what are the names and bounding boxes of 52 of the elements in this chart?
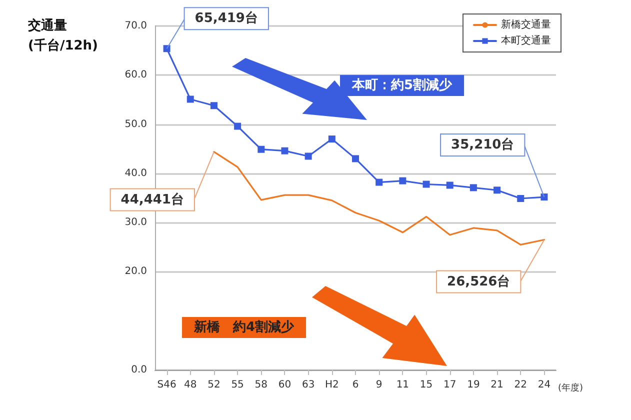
x-tick-label: 15 — [420, 380, 433, 390]
x-tick-label: 60 — [278, 380, 292, 390]
line-series — [213, 151, 546, 246]
y-tick-label: 50.0 — [124, 118, 147, 130]
annotation: 26,526台 — [447, 273, 510, 290]
x-tick-label: 58 — [254, 380, 268, 390]
x-tick-label: 24 — [538, 380, 551, 390]
y-tick-label: 0.0 — [131, 364, 147, 376]
annotation: 44,441台 — [120, 191, 184, 208]
x-axis-title: (年度) — [558, 382, 584, 394]
point — [517, 194, 524, 202]
x-tick-label: 6 — [352, 380, 359, 390]
x-tick-label: 11 — [396, 380, 410, 390]
point — [470, 184, 477, 192]
point — [163, 45, 170, 52]
x-tick-label: 48 — [184, 380, 197, 390]
x-tick-label: H2 — [324, 380, 339, 390]
x-tick-label: S46 — [157, 380, 176, 390]
point — [234, 122, 242, 130]
point — [399, 177, 406, 184]
x-tick-label: 63 — [302, 380, 315, 390]
y-tick-label: 60.0 — [124, 70, 147, 81]
point — [446, 182, 454, 189]
point — [352, 155, 359, 162]
x-tick-label: 9 — [376, 380, 382, 390]
y-tick-label: 70.0 — [124, 20, 147, 32]
point — [422, 180, 430, 188]
y-tick-label: 30.0 — [124, 217, 147, 228]
x-tick-label: 55 — [231, 380, 244, 390]
annotation: 本町：約5割減少 — [351, 77, 454, 93]
y-tick-label: 20.0 — [124, 266, 147, 278]
legend-label: 新橋交通量 — [501, 18, 551, 30]
y-axis-title: 交通量 (千台/12h) — [27, 18, 98, 54]
annotation: 新橋 約4割減少 — [193, 319, 296, 335]
x-tick-label: 22 — [514, 380, 527, 390]
x-tick-label: 21 — [490, 380, 504, 390]
point — [258, 146, 265, 153]
point — [328, 136, 336, 143]
point — [376, 178, 383, 186]
annotation: 65,419台 — [194, 10, 258, 26]
point — [540, 194, 548, 201]
point — [186, 96, 194, 103]
point — [304, 152, 312, 160]
legend-label: 本町交通量 — [501, 34, 551, 46]
x-tick-label: 52 — [208, 380, 220, 390]
x-tick-label: 19 — [467, 380, 480, 390]
annotation: 35,210台 — [451, 136, 514, 153]
x-tick-label: 17 — [443, 380, 456, 390]
point — [494, 186, 501, 194]
point — [210, 102, 218, 110]
y-tick-label: 40.0 — [124, 168, 147, 179]
point — [281, 147, 288, 154]
